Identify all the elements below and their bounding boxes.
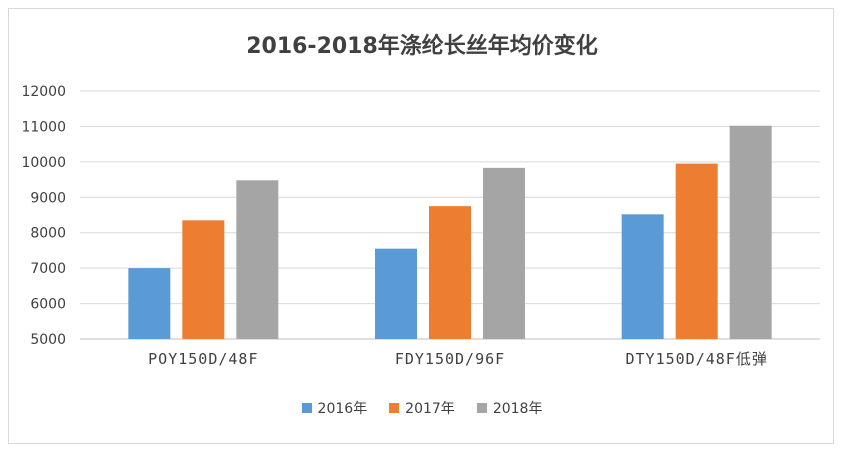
y-tick-label: 8000 [30, 226, 66, 242]
legend-swatch [389, 403, 400, 413]
chart-title: 2016-2018年涤纶长丝年均价变化 [246, 34, 598, 59]
bar-2017年-DTY150D/48F低弹 [675, 163, 718, 339]
y-tick-label: 10000 [21, 155, 66, 171]
y-axis-ticks: 5000 6000 7000 8000 9000 10000 11000 12000 [21, 84, 66, 348]
y-tick-label: 7000 [30, 261, 66, 277]
bar-2016年-FDY150D/96F [375, 248, 417, 339]
legend-swatch [301, 403, 312, 413]
bar-2016年-DTY150D/48F低弹 [621, 214, 664, 339]
y-tick-label: 12000 [21, 84, 66, 100]
x-axis-categories: POY150D/48F FDY150D/96F DTY150D/48F低弹 [148, 350, 767, 368]
legend: 2016年 2017年 2018年 [0, 398, 844, 418]
legend-label: 2016年 [317, 401, 368, 417]
bars [128, 125, 772, 339]
y-tick-label: 5000 [30, 332, 66, 348]
bar-2018年-POY150D/48F [236, 180, 279, 339]
bar-2018年-DTY150D/48F低弹 [729, 125, 772, 339]
y-tick-label: 9000 [30, 190, 66, 206]
legend-item: 2018年 [476, 398, 543, 418]
legend-swatch [476, 403, 487, 413]
x-category-label: FDY150D/96F [395, 350, 505, 368]
legend-item: 2016年 [301, 398, 368, 418]
bar-2016年-POY150D/48F [128, 268, 171, 339]
bar-2017年-POY150D/48F [182, 220, 225, 339]
x-category-label: DTY150D/48F低弹 [625, 350, 767, 368]
y-tick-label: 11000 [21, 119, 66, 135]
y-tick-label: 6000 [30, 297, 66, 313]
legend-item: 2017年 [389, 398, 455, 418]
bar-2017年-FDY150D/96F [429, 206, 471, 339]
legend-label: 2017年 [405, 401, 455, 417]
legend-label: 2018年 [492, 401, 543, 417]
x-category-label: POY150D/48F [148, 350, 258, 368]
bar-2018年-FDY150D/96F [483, 167, 525, 339]
